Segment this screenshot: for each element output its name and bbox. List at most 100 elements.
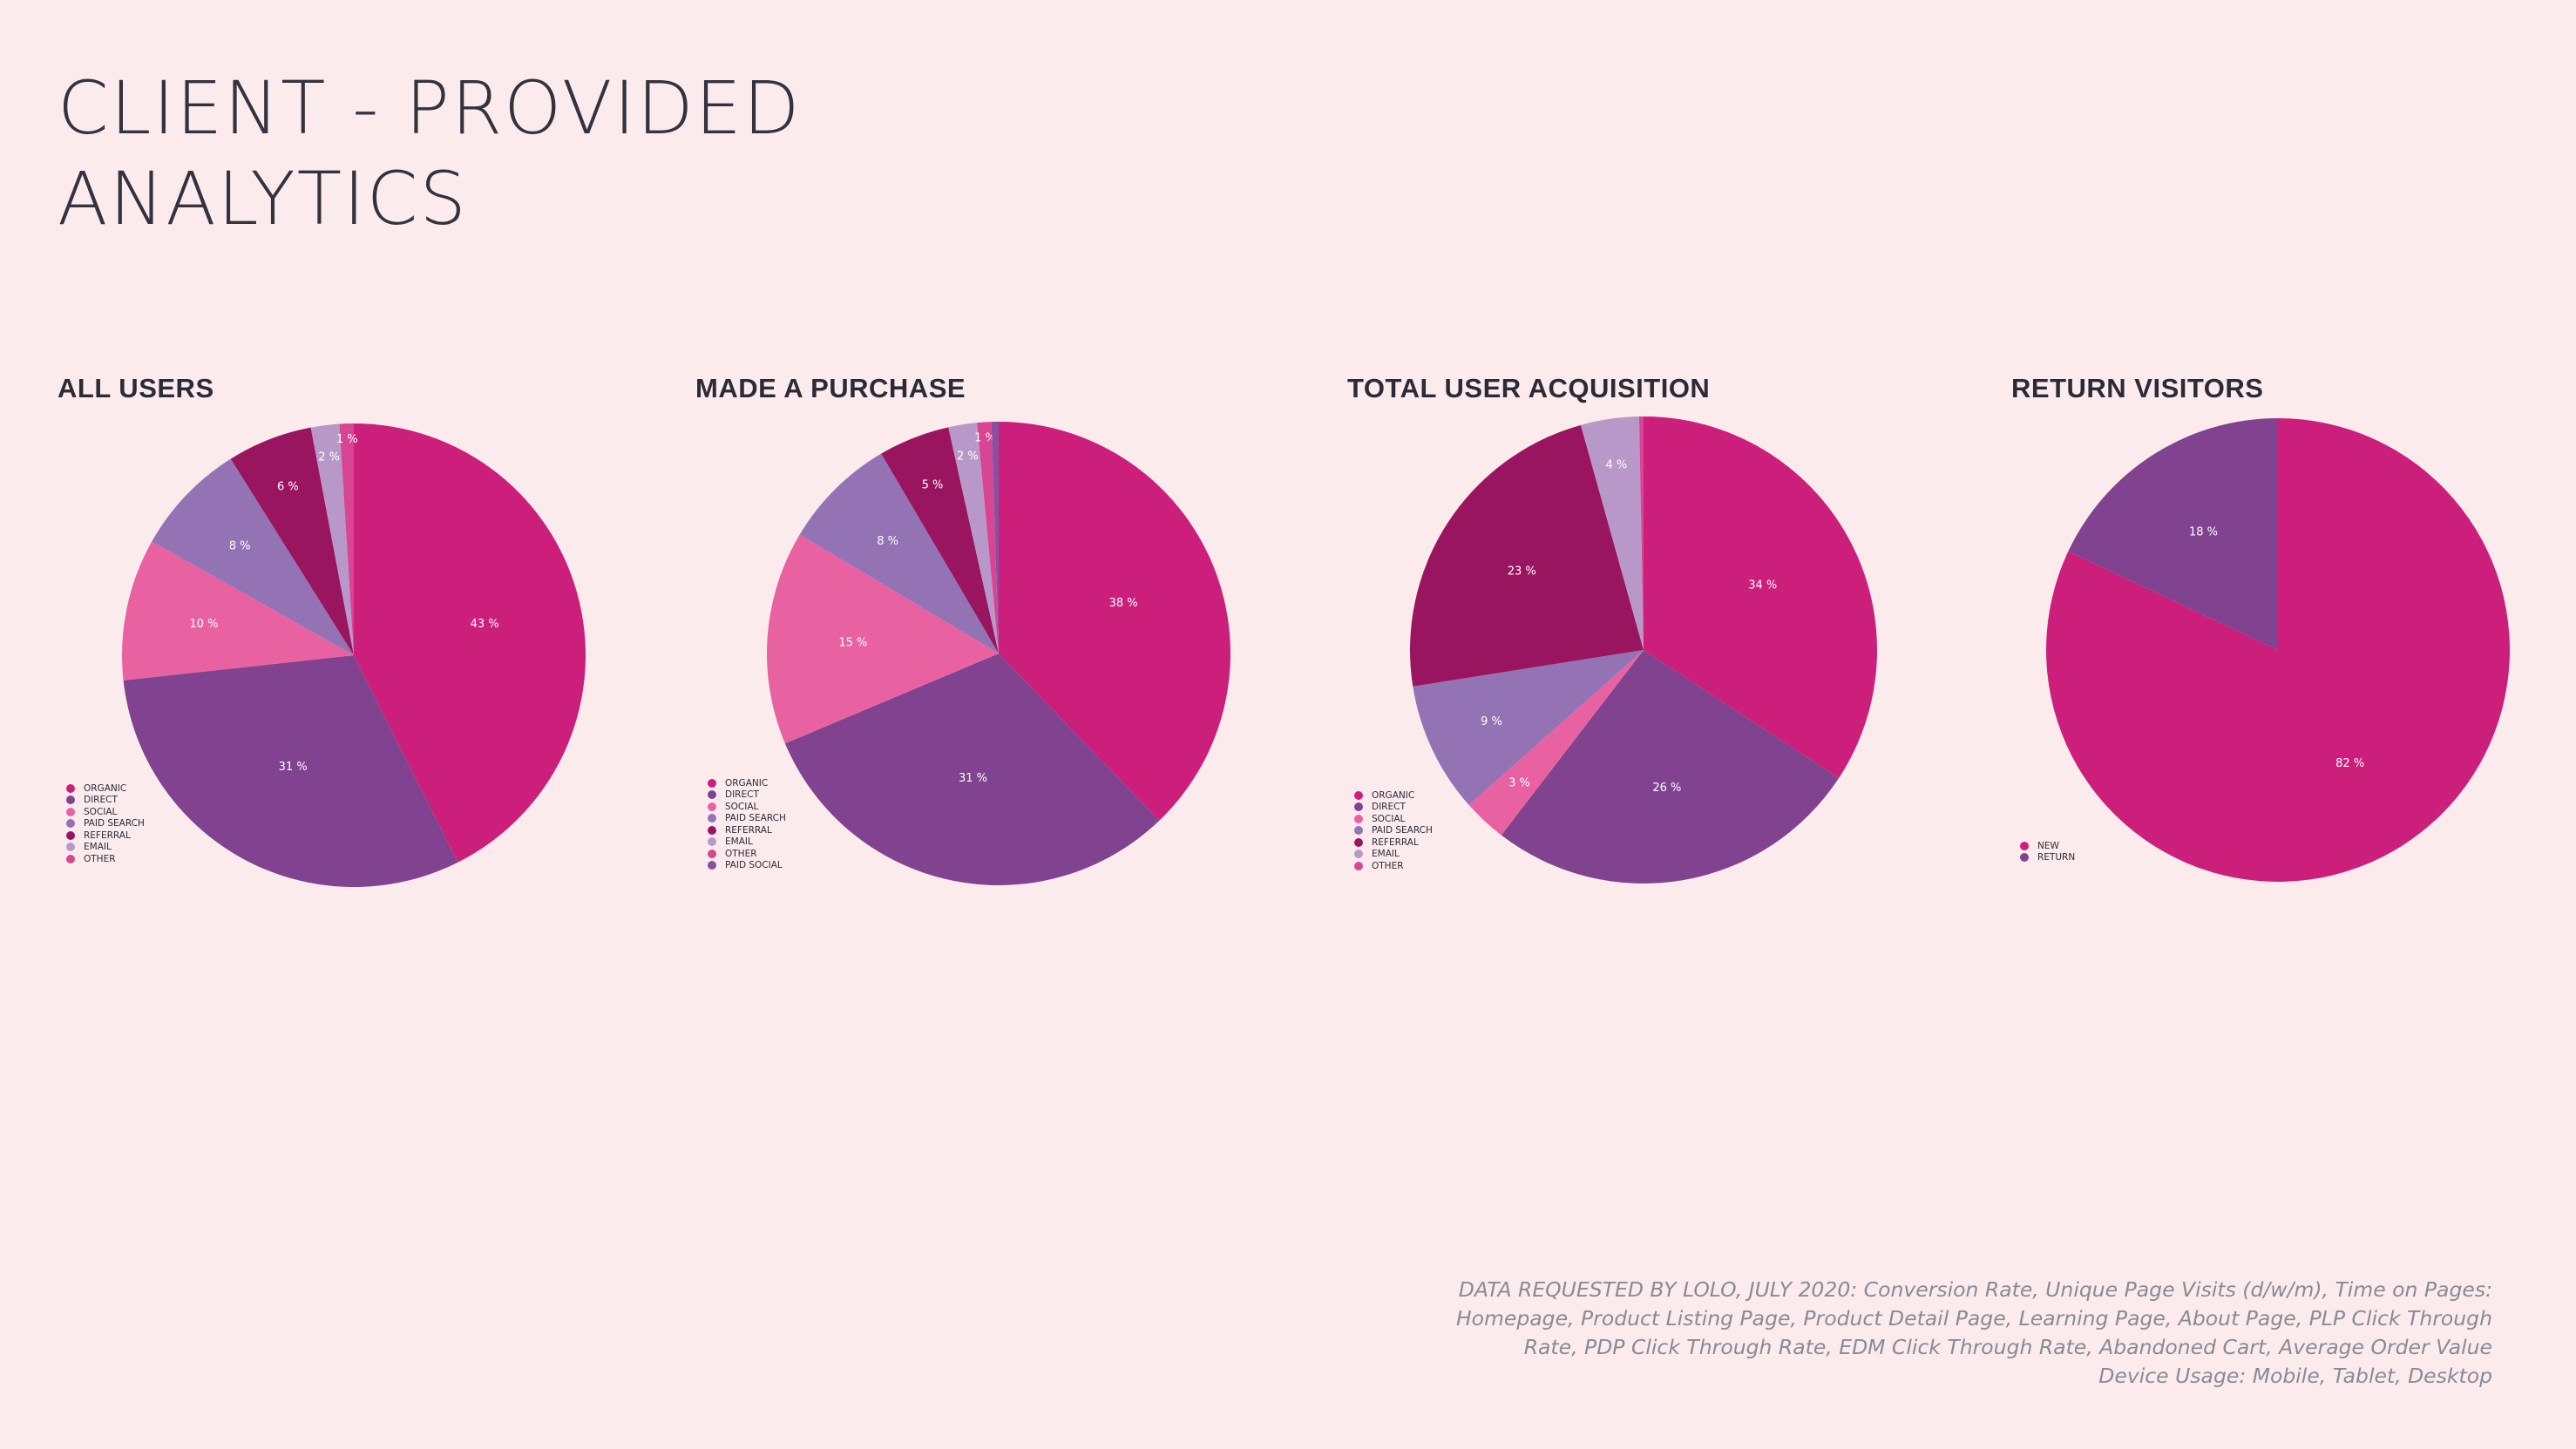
legend-swatch: [708, 802, 716, 811]
slice-data-label: 6 %: [277, 480, 299, 493]
legend-item: OTHER: [708, 848, 786, 860]
legend-label: EMAIL: [1372, 849, 1400, 860]
legend-label: PAID SEARCH: [84, 818, 145, 829]
legend-item: ORGANIC: [708, 777, 786, 789]
legend-label: REFERRAL: [84, 829, 131, 841]
pie-slice-direct: [1501, 650, 1840, 884]
pie-slice-referral: [881, 427, 999, 653]
page-title-line1: CLIENT - PROVIDED: [58, 65, 802, 151]
legend-swatch: [2020, 841, 2029, 850]
legend-item: EMAIL: [708, 836, 786, 849]
legend-swatch: [1354, 826, 1363, 836]
legend-swatch: [66, 796, 75, 805]
chart-legend: ORGANIC DIRECT SOCIAL PAID SEARCH REFERRAL EM…: [66, 782, 145, 865]
pie-slice-direct: [784, 653, 1160, 885]
pie-slice-social: [1468, 650, 1644, 836]
slice-data-label: 31 %: [279, 761, 308, 774]
chart-legend: ORGANIC DIRECT SOCIAL PAID SEARCH REFERRAL EM…: [1354, 789, 1433, 872]
legend-item: EMAIL: [1354, 849, 1433, 861]
slice-data-label: 1 %: [336, 433, 358, 446]
chart-panel-all-users: ALL USERS 43 % 31 % 10 % 8 % 6 % 2 % 1 % ORGANI…: [58, 366, 668, 924]
slice-data-label: 10 %: [190, 618, 219, 631]
legend-label: ORGANIC: [84, 782, 127, 794]
legend-swatch: [66, 807, 75, 816]
legend-item: REFERRAL: [66, 829, 145, 842]
footnote-line: Device Usage: Mobile, Tablet, Desktop: [2098, 1364, 2492, 1388]
pie-slice-email: [948, 423, 999, 653]
legend-item: DIRECT: [1354, 802, 1433, 814]
pie-slice-organic: [999, 422, 1230, 821]
legend-swatch: [708, 849, 716, 858]
legend-label: ORGANIC: [1372, 789, 1415, 801]
slice-data-label: 23 %: [1508, 565, 1536, 579]
pie-slice-social: [767, 534, 999, 744]
slice-data-label: 38 %: [1109, 597, 1138, 610]
footnote-line: Rate, PDP Click Through Rate, EDM Click …: [1523, 1335, 2492, 1359]
pie-slice-email: [1580, 416, 1644, 650]
legend-item: ORGANIC: [1354, 789, 1433, 802]
slice-data-label: 9 %: [1481, 715, 1502, 728]
pie-chart: 82 % 18 %: [2046, 418, 2510, 882]
slice-data-label: 2 %: [957, 450, 979, 464]
legend-swatch: [708, 825, 716, 835]
legend-swatch: [66, 843, 75, 852]
pie-slice-other: [977, 422, 999, 653]
legend-swatch: [1354, 861, 1363, 870]
legend-item: DIRECT: [708, 789, 786, 802]
legend-item: PAID SOCIAL: [708, 860, 786, 872]
legend-swatch: [2020, 853, 2029, 863]
slice-data-label: 1 %: [974, 432, 996, 445]
legend-label: DIRECT: [725, 789, 759, 801]
data-request-footnote: DATA REQUESTED BY LOLO, JULY 2020: Conve…: [1359, 1276, 2492, 1391]
chart-panel-total-user-acquisition: TOTAL USER ACQUISITION 34 % 26 % 3 % 9 % 23 …: [1347, 366, 1957, 924]
pie-slice-other: [1638, 416, 1644, 650]
slice-data-label: 3 %: [1508, 776, 1530, 789]
page-title-line2: ANALYTICS: [58, 156, 468, 241]
legend-label: REFERRAL: [725, 824, 772, 836]
legend-item: EMAIL: [66, 842, 145, 854]
legend-item: OTHER: [66, 853, 145, 865]
legend-label: EMAIL: [84, 842, 112, 853]
legend-swatch: [1354, 850, 1363, 859]
legend-label: SOCIAL: [725, 801, 759, 812]
slice-data-label: 43 %: [471, 618, 499, 631]
legend-swatch: [708, 790, 716, 800]
legend-swatch: [1354, 790, 1363, 800]
legend-item: ORGANIC: [66, 782, 145, 795]
legend-item: REFERRAL: [708, 824, 786, 836]
pie-slice-referral: [230, 427, 354, 655]
slice-data-label: 4 %: [1606, 458, 1628, 471]
pie-chart: 38 % 31 % 15 % 8 % 5 % 2 % 1 %: [767, 422, 1230, 885]
pie-slice-organic: [1644, 416, 1877, 778]
legend-label: OTHER: [1372, 860, 1404, 871]
legend-swatch: [708, 837, 716, 847]
chart-legend: ORGANIC DIRECT SOCIAL PAID SEARCH REFERRAL EM…: [708, 777, 786, 871]
legend-swatch: [66, 783, 75, 793]
legend-item: PAID SEARCH: [1354, 825, 1433, 837]
legend-swatch: [66, 830, 75, 840]
legend-label: PAID SOCIAL: [725, 860, 783, 871]
chart-title: MADE A PURCHASE: [695, 373, 966, 403]
legend-item: PAID SEARCH: [66, 818, 145, 830]
legend-label: NEW: [2037, 840, 2059, 851]
legend-item: PAID SEARCH: [708, 813, 786, 825]
legend-label: SOCIAL: [84, 806, 118, 817]
legend-swatch: [1354, 837, 1363, 847]
chart-title: TOTAL USER ACQUISITION: [1347, 373, 1711, 403]
legend-swatch: [1354, 814, 1363, 823]
legend-label: PAID SEARCH: [1372, 825, 1433, 836]
legend-item: SOCIAL: [708, 801, 786, 813]
footnote-line: Homepage, Product Listing Page, Product …: [1455, 1306, 2492, 1331]
chart-title: RETURN VISITORS: [2011, 373, 2264, 403]
chart-panel-return-visitors: RETURN VISITORS 82 % 18 % NEW RETURN: [2011, 366, 2576, 924]
legend-item: SOCIAL: [1354, 813, 1433, 825]
legend-label: DIRECT: [84, 795, 118, 806]
legend-label: OTHER: [725, 848, 757, 859]
chart-title: ALL USERS: [58, 373, 214, 403]
legend-item: RETURN: [2020, 852, 2075, 864]
pie-slice-direct: [123, 655, 458, 887]
legend-item: SOCIAL: [66, 806, 145, 818]
legend-swatch: [1354, 802, 1363, 812]
pie-slice-organic: [354, 423, 586, 863]
legend-label: OTHER: [84, 853, 116, 864]
